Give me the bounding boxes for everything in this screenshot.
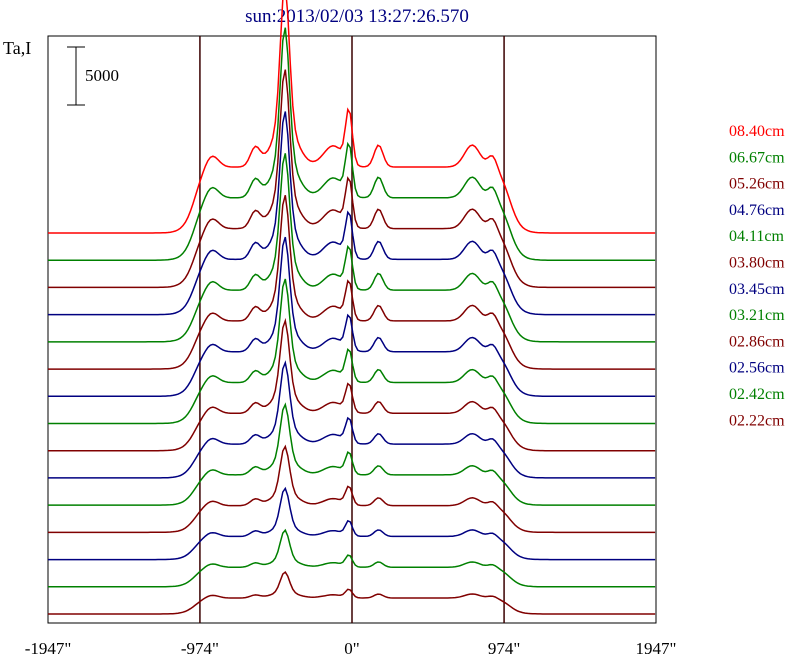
x-tick-label-3: 974": [488, 639, 520, 658]
x-tick-label-4: 1947": [636, 639, 677, 658]
legend-entry-5: 03.80cm: [729, 255, 785, 272]
legend: 08.40cm 06.67cm 05.26cm 04.76cm 04.11cm 03.80…: [729, 123, 785, 429]
legend-entry-9: 02.56cm: [729, 360, 785, 377]
series-line-11: [48, 444, 656, 534]
x-tick-labels: -1947" -974" 0" 974" 1947": [25, 639, 677, 658]
y-axis-label: Ta,I: [3, 38, 31, 58]
legend-entry-3: 04.76cm: [729, 202, 785, 219]
legend-entry-1: 06.67cm: [729, 149, 785, 166]
legend-entry-6: 03.45cm: [729, 281, 785, 298]
legend-entry-11: 02.22cm: [729, 412, 785, 429]
legend-entry-8: 02.86cm: [729, 333, 785, 350]
series-line-6: [48, 236, 656, 398]
legend-entry-0: 08.40cm: [729, 123, 785, 140]
x-tick-label-1: -974": [181, 639, 219, 658]
legend-entry-7: 03.21cm: [729, 307, 785, 324]
series-line-10: [48, 402, 656, 506]
series-line-4: [48, 153, 656, 343]
series-line-8: [48, 317, 656, 452]
x-tick-label-2: 0": [344, 639, 359, 658]
scale-bar: [67, 46, 85, 106]
series-line-1: [48, 27, 656, 261]
x-tick-label-0: -1947": [25, 639, 72, 658]
series-line-13: [48, 528, 656, 588]
series-line-2: [48, 69, 656, 289]
scale-bar-label: 5000: [85, 66, 119, 85]
legend-entry-10: 02.42cm: [729, 386, 785, 403]
series-line-14: [48, 570, 656, 615]
series-curves: [48, 0, 656, 615]
series-line-7: [48, 278, 656, 425]
legend-entry-2: 05.26cm: [729, 176, 785, 193]
series-line-9: [48, 360, 656, 479]
series-line-3: [48, 111, 656, 316]
series-line-5: [48, 195, 656, 370]
series-line-0: [48, 0, 656, 234]
chart-title: sun:2013/02/03 13:27:26.570: [245, 6, 469, 27]
legend-entry-4: 04.11cm: [729, 228, 785, 245]
series-line-12: [48, 486, 656, 561]
